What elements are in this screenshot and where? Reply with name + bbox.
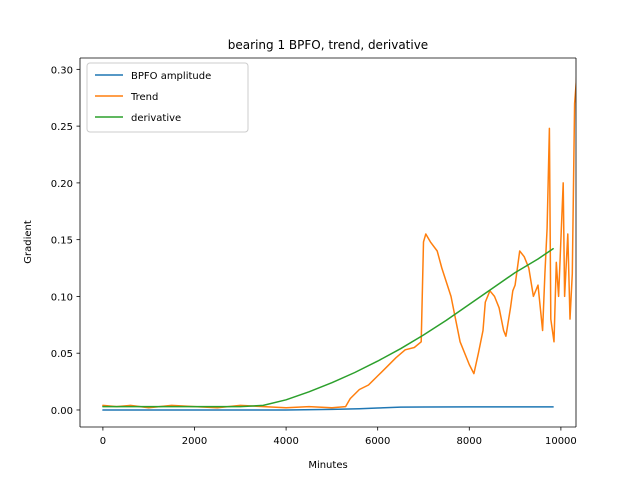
chart-title: bearing 1 BPFO, trend, derivative <box>228 38 428 52</box>
series-line-bpfo-amplitude <box>102 406 554 411</box>
y-tick-label: 0.00 <box>51 406 73 417</box>
x-tick-label: 2000 <box>182 436 207 447</box>
series-line-derivative <box>102 247 554 408</box>
series-line-trend <box>102 75 576 409</box>
legend: BPFO amplitude Trend derivative <box>86 62 249 133</box>
y-tick-label: 0.15 <box>51 236 73 247</box>
y-tick-label: 0.25 <box>51 122 73 133</box>
y-tick-label: 0.05 <box>51 349 73 360</box>
series-layer <box>102 75 576 411</box>
x-tick-label: 4000 <box>273 436 298 447</box>
legend-label: Trend <box>130 92 158 103</box>
x-tick-label: 6000 <box>365 436 390 447</box>
x-tick-label: 8000 <box>457 436 482 447</box>
y-tick-label: 0.20 <box>51 179 73 190</box>
legend-label: BPFO amplitude <box>131 71 211 82</box>
axes-layer: 0 2000 4000 6000 8000 10000 0.00 0.05 0.10 0.15 0.… <box>51 57 577 447</box>
y-axis-title: Gradient <box>23 220 34 264</box>
x-tick-label: 10000 <box>545 436 577 447</box>
legend-label: derivative <box>131 113 181 124</box>
y-tick-label: 0.30 <box>51 65 73 76</box>
legend-box <box>86 62 249 133</box>
x-tick-label: 0 <box>100 436 106 447</box>
x-axis-title: Minutes <box>308 460 347 471</box>
y-tick-label: 0.10 <box>51 292 73 303</box>
